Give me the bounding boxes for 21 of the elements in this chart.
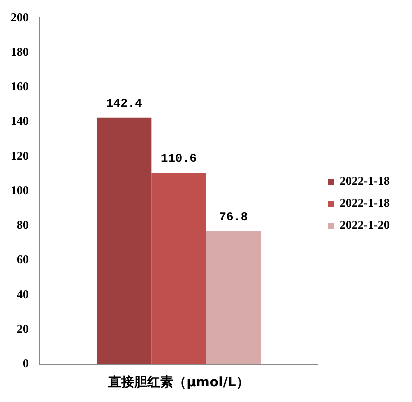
legend-label: 2022-1-18 [340,196,390,210]
bar [152,172,206,364]
data-label: 110.6 [160,152,198,166]
y-tick-label: 200 [11,10,29,24]
y-tick-label: 60 [17,252,29,267]
legend-label: 2022-1-20 [340,218,390,232]
y-tick-label: 140 [11,114,29,128]
x-tick-label: 直接胆红素（μmol/L） [108,374,250,391]
y-tick-label: 160 [11,80,29,94]
bar [96,118,152,364]
y-tick-label: 0 [23,356,29,370]
y-tick-label: 40 [17,287,29,302]
y-tick-label: 120 [11,148,29,163]
legend-label: 2022-1-18 [340,174,390,188]
y-tick-label: 20 [17,322,29,336]
y-tick-label: 180 [11,44,29,59]
y-tick-label: 100 [11,183,29,198]
data-label: 76.8 [219,210,248,224]
bar [206,231,262,364]
data-label: 142.4 [106,96,142,111]
y-tick-label: 80 [17,218,29,232]
